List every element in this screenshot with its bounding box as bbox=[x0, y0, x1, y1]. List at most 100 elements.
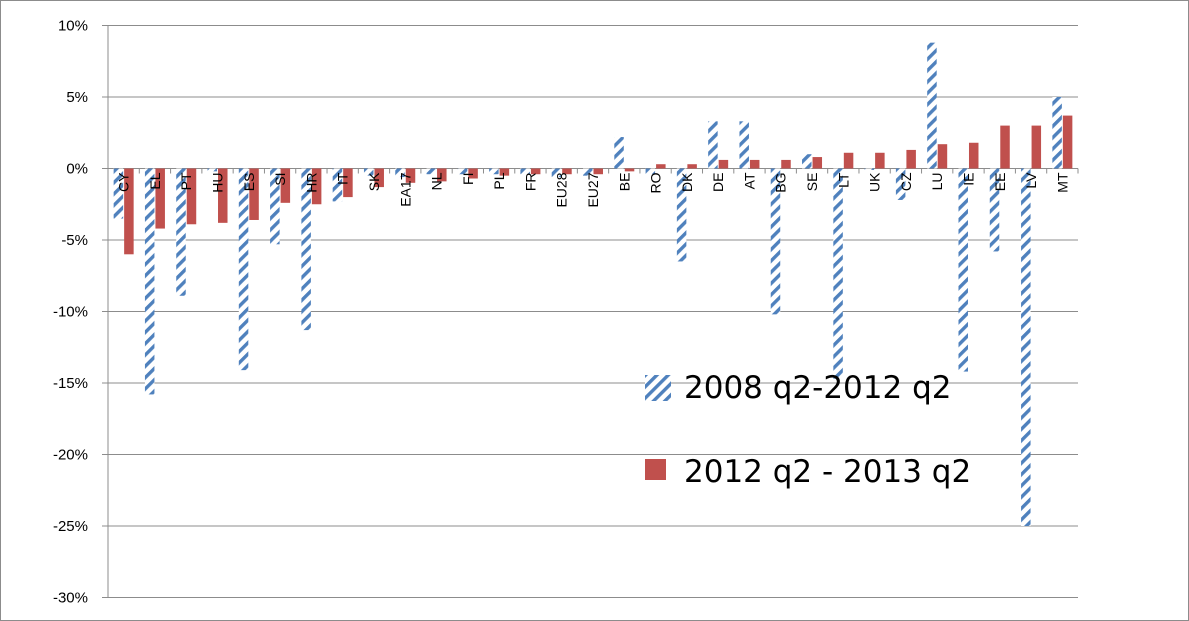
bar-2008-2012-lv bbox=[1021, 168, 1031, 526]
bar-2012-2013-cy bbox=[124, 168, 134, 255]
bars bbox=[113, 42, 1073, 526]
bar-2008-2012-hu bbox=[207, 168, 218, 172]
x-category-label: UK bbox=[867, 172, 883, 192]
bar-2012-2013-hu bbox=[218, 168, 228, 223]
y-tick-label: 10% bbox=[58, 18, 88, 35]
bar-2008-2012-eu28 bbox=[551, 168, 562, 178]
legend: 2008 q2-2012 q2 2012 q2 - 2013 q2 bbox=[645, 370, 971, 490]
y-tick-label: -15% bbox=[53, 375, 88, 392]
bar-2008-2012-mt bbox=[1052, 97, 1062, 169]
x-category-label: IT bbox=[335, 172, 351, 185]
x-category-label: FR bbox=[522, 173, 538, 192]
x-category-label: LU bbox=[929, 173, 945, 191]
x-category-label: SK bbox=[366, 172, 382, 191]
y-tick-label: 0% bbox=[66, 161, 88, 178]
x-category-label: CY bbox=[116, 172, 132, 192]
x-category-label: EE bbox=[992, 173, 1008, 192]
bar-2008-2012-se bbox=[802, 154, 812, 169]
bar-2008-2012-hr bbox=[301, 168, 311, 331]
x-category-label: EU27 bbox=[585, 172, 601, 207]
bar-2008-2012-it bbox=[332, 168, 343, 202]
bar-2008-2012-si bbox=[270, 168, 280, 245]
bar-2008-2012-at bbox=[739, 121, 749, 169]
bar-2012-2013-bg bbox=[781, 159, 791, 169]
x-category-label: AT bbox=[741, 172, 757, 189]
x-category-label: HU bbox=[210, 173, 226, 193]
bar-2012-2013-ie bbox=[968, 142, 979, 169]
legend-swatch-2012 bbox=[645, 459, 666, 480]
y-tick-label: -20% bbox=[53, 447, 88, 464]
bar-2012-2013-eu27 bbox=[593, 168, 603, 175]
bar-2012-2013-at bbox=[749, 159, 760, 169]
bar-2012-2013-pt bbox=[186, 168, 197, 225]
bar-2012-2013-el bbox=[155, 168, 165, 229]
legend-label-2008: 2008 q2-2012 q2 bbox=[684, 370, 951, 406]
bar-2008-2012-bg bbox=[770, 168, 781, 315]
y-tick-label: -10% bbox=[53, 304, 88, 321]
bar-2008-2012-sk bbox=[363, 168, 374, 176]
x-category-label: FI bbox=[460, 173, 476, 185]
x-category-label: BE bbox=[616, 173, 632, 192]
x-category-label: NL bbox=[429, 172, 445, 190]
bar-2012-2013-sk bbox=[374, 168, 384, 188]
bar-2008-2012-es bbox=[238, 168, 249, 371]
x-category-label: IE bbox=[960, 173, 976, 186]
bar-2012-2013-lv bbox=[1031, 125, 1042, 169]
bar-2008-2012-ro bbox=[645, 168, 656, 175]
bar-2012-2013-nl bbox=[437, 168, 447, 182]
bar-2008-2012-uk bbox=[864, 168, 875, 170]
x-category-label: DK bbox=[679, 172, 695, 192]
x-category-label: LV bbox=[1023, 172, 1039, 189]
bar-2012-2013-uk bbox=[875, 152, 885, 169]
bar-2012-2013-fr bbox=[530, 168, 541, 175]
x-category-label: ES bbox=[241, 173, 257, 192]
y-tick-label: 5% bbox=[66, 89, 88, 106]
bar-2012-2013-ee bbox=[1000, 125, 1010, 169]
bar-2008-2012-ee bbox=[989, 168, 1000, 252]
bar-2008-2012-pl bbox=[489, 168, 499, 175]
bar-2012-2013-hr bbox=[311, 168, 322, 205]
bar-2012-2013-dk bbox=[687, 164, 697, 169]
legend-swatch-2008 bbox=[645, 375, 671, 401]
bar-2012-2013-lu bbox=[937, 144, 948, 169]
bar-2008-2012-be bbox=[614, 137, 624, 169]
bar-2008-2012-el bbox=[144, 168, 155, 395]
bar-2012-2013-mt bbox=[1062, 115, 1073, 169]
bar-2008-2012-nl bbox=[426, 168, 437, 175]
bar-2008-2012-fr bbox=[520, 168, 530, 175]
bar-2012-2013-it bbox=[343, 168, 353, 198]
bar-2008-2012-cz bbox=[895, 168, 906, 200]
y-tick-label: -30% bbox=[53, 590, 88, 607]
y-axis-ticks: 10% 5% 0% -5% -10% -15% -20% -25% -30% bbox=[53, 18, 88, 607]
y-tick-label: -25% bbox=[53, 518, 88, 535]
bar-2012-2013-lt bbox=[843, 152, 854, 169]
x-category-label: SE bbox=[804, 173, 820, 192]
bar-2008-2012-lu bbox=[927, 42, 937, 169]
y-tick-label: -5% bbox=[61, 232, 88, 249]
bar-2008-2012-de bbox=[708, 121, 718, 169]
bar-2012-2013-cz bbox=[906, 149, 916, 169]
bar-2012-2013-pl bbox=[499, 168, 510, 176]
bar-2012-2013-ea17 bbox=[405, 168, 416, 183]
x-category-label: CZ bbox=[898, 172, 914, 191]
x-category-label: BG bbox=[773, 173, 789, 193]
x-category-label: EL bbox=[147, 172, 163, 189]
bar-2008-2012-lt bbox=[833, 168, 843, 379]
legend-label-2012: 2012 q2 - 2013 q2 bbox=[684, 454, 971, 490]
bar-2008-2012-fi bbox=[457, 168, 468, 175]
x-category-label: PT bbox=[178, 172, 194, 190]
bar-2012-2013-fi bbox=[468, 168, 478, 179]
bar-2012-2013-de bbox=[718, 159, 729, 169]
bar-2012-2013-ro bbox=[656, 164, 666, 169]
x-category-label: EU28 bbox=[554, 172, 570, 207]
gridlines bbox=[102, 25, 1079, 598]
x-category-label: MT bbox=[1054, 172, 1070, 193]
bar-2008-2012-cy bbox=[113, 168, 124, 219]
x-category-label: RO bbox=[648, 172, 664, 193]
bar-2012-2013-se bbox=[812, 157, 823, 169]
bar-2008-2012-eu27 bbox=[583, 168, 593, 176]
bar-2008-2012-dk bbox=[676, 168, 687, 262]
x-category-label: DE bbox=[710, 173, 726, 192]
bar-2008-2012-ie bbox=[958, 168, 968, 372]
